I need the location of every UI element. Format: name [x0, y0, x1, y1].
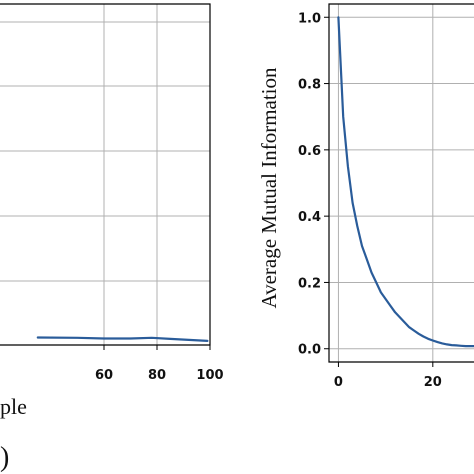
x-tick-label: 60	[95, 368, 113, 383]
x-tick-label: 80	[148, 368, 166, 383]
y-tick-label: 0.6	[298, 144, 321, 159]
left-panel: 60 80 100 ple)	[0, 3, 224, 473]
y-tick-label: 0.4	[298, 210, 321, 225]
plot-frame	[328, 3, 474, 363]
x-axis-label: ple	[0, 394, 27, 419]
plot-frame	[0, 3, 211, 346]
x-tick-label: 20	[424, 375, 442, 390]
y-tick-label: 0.8	[298, 78, 321, 93]
x-tick-label: 0	[334, 375, 343, 390]
y-tick-label: 1.0	[298, 11, 321, 26]
series-line	[337, 16, 474, 348]
y-tick-label: 0.0	[298, 343, 321, 358]
y-axis-label: Average Mutual Information	[257, 67, 281, 309]
panel-label: )	[0, 442, 9, 473]
series-line	[36, 336, 209, 342]
y-tick-label: 0.2	[298, 276, 321, 291]
x-tick-label: 100	[196, 368, 223, 383]
right-panel: 0.0 0.2 0.4 0.6 0.8 1.0 0 20 Average Mutual Info…	[257, 3, 474, 390]
